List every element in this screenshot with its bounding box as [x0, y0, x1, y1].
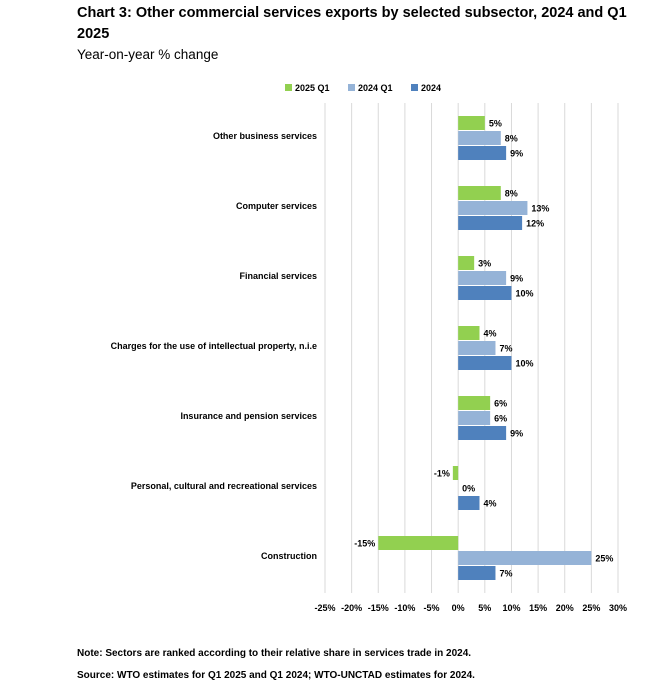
data-label: 7%: [499, 569, 512, 579]
bar: [458, 411, 491, 425]
x-tick-label: -20%: [341, 603, 362, 613]
bar: [458, 186, 501, 200]
data-label: 6%: [494, 399, 507, 409]
data-label: 5%: [489, 119, 502, 129]
bar: [458, 146, 507, 160]
legend-label: 2024: [421, 83, 441, 93]
data-label: -15%: [354, 539, 375, 549]
chart-subtitle: Year-on-year % change: [77, 47, 219, 62]
bar: [458, 551, 592, 565]
category-label: Computer services: [236, 201, 317, 211]
data-label: 10%: [515, 359, 533, 369]
bar: [458, 426, 507, 440]
data-label: 0%: [462, 484, 475, 494]
data-label: 8%: [505, 134, 518, 144]
bar: [458, 356, 512, 370]
x-tick-label: 0%: [452, 603, 465, 613]
x-tick-label: 30%: [609, 603, 627, 613]
bar: [458, 326, 480, 340]
legend-swatch: [411, 84, 418, 91]
bar: [458, 131, 501, 145]
category-label: Financial services: [239, 271, 317, 281]
data-label: 12%: [526, 219, 544, 229]
bar: [458, 201, 528, 215]
bar: [458, 216, 523, 230]
legend-label: 2025 Q1: [295, 83, 330, 93]
x-tick-label: 25%: [582, 603, 600, 613]
data-label: 4%: [483, 329, 496, 339]
x-tick-label: -10%: [394, 603, 415, 613]
x-tick-label: 5%: [478, 603, 491, 613]
data-label: 6%: [494, 414, 507, 424]
x-tick-label: 15%: [529, 603, 547, 613]
x-tick-label: 10%: [502, 603, 520, 613]
bar: [458, 396, 491, 410]
data-label: 3%: [478, 259, 491, 269]
bar: [452, 466, 459, 480]
bar: [458, 116, 485, 130]
bar: [458, 286, 512, 300]
legend-swatch: [285, 84, 292, 91]
data-label: 9%: [510, 149, 523, 159]
category-label: Construction: [261, 551, 317, 561]
x-tick-label: 20%: [556, 603, 574, 613]
chart-title: Chart 3: Other commercial services expor…: [77, 5, 627, 42]
bar: [458, 496, 480, 510]
x-tick-label: -5%: [424, 603, 440, 613]
bar: [458, 256, 475, 270]
category-label: Other business services: [213, 131, 317, 141]
bar: [458, 271, 507, 285]
category-label: Insurance and pension services: [180, 411, 317, 421]
data-label: 9%: [510, 429, 523, 439]
data-label: 10%: [515, 289, 533, 299]
bar: [458, 566, 496, 580]
chart-note: Note: Sectors are ranked according to th…: [77, 648, 472, 659]
data-label: 8%: [505, 189, 518, 199]
data-label: 25%: [595, 554, 613, 564]
category-label: Personal, cultural and recreational serv…: [131, 481, 317, 491]
legend-label: 2024 Q1: [358, 83, 393, 93]
data-label: 7%: [499, 344, 512, 354]
data-label: 9%: [510, 274, 523, 284]
bar: [458, 341, 496, 355]
category-label: Charges for the use of intellectual prop…: [111, 341, 317, 351]
chart-source: Source: WTO estimates for Q1 2025 and Q1…: [77, 670, 475, 681]
x-tick-label: -15%: [368, 603, 389, 613]
data-label: 4%: [483, 499, 496, 509]
data-label: 13%: [531, 204, 549, 214]
x-tick-label: -25%: [314, 603, 335, 613]
bar: [378, 536, 459, 550]
legend-swatch: [348, 84, 355, 91]
data-label: -1%: [434, 469, 450, 479]
